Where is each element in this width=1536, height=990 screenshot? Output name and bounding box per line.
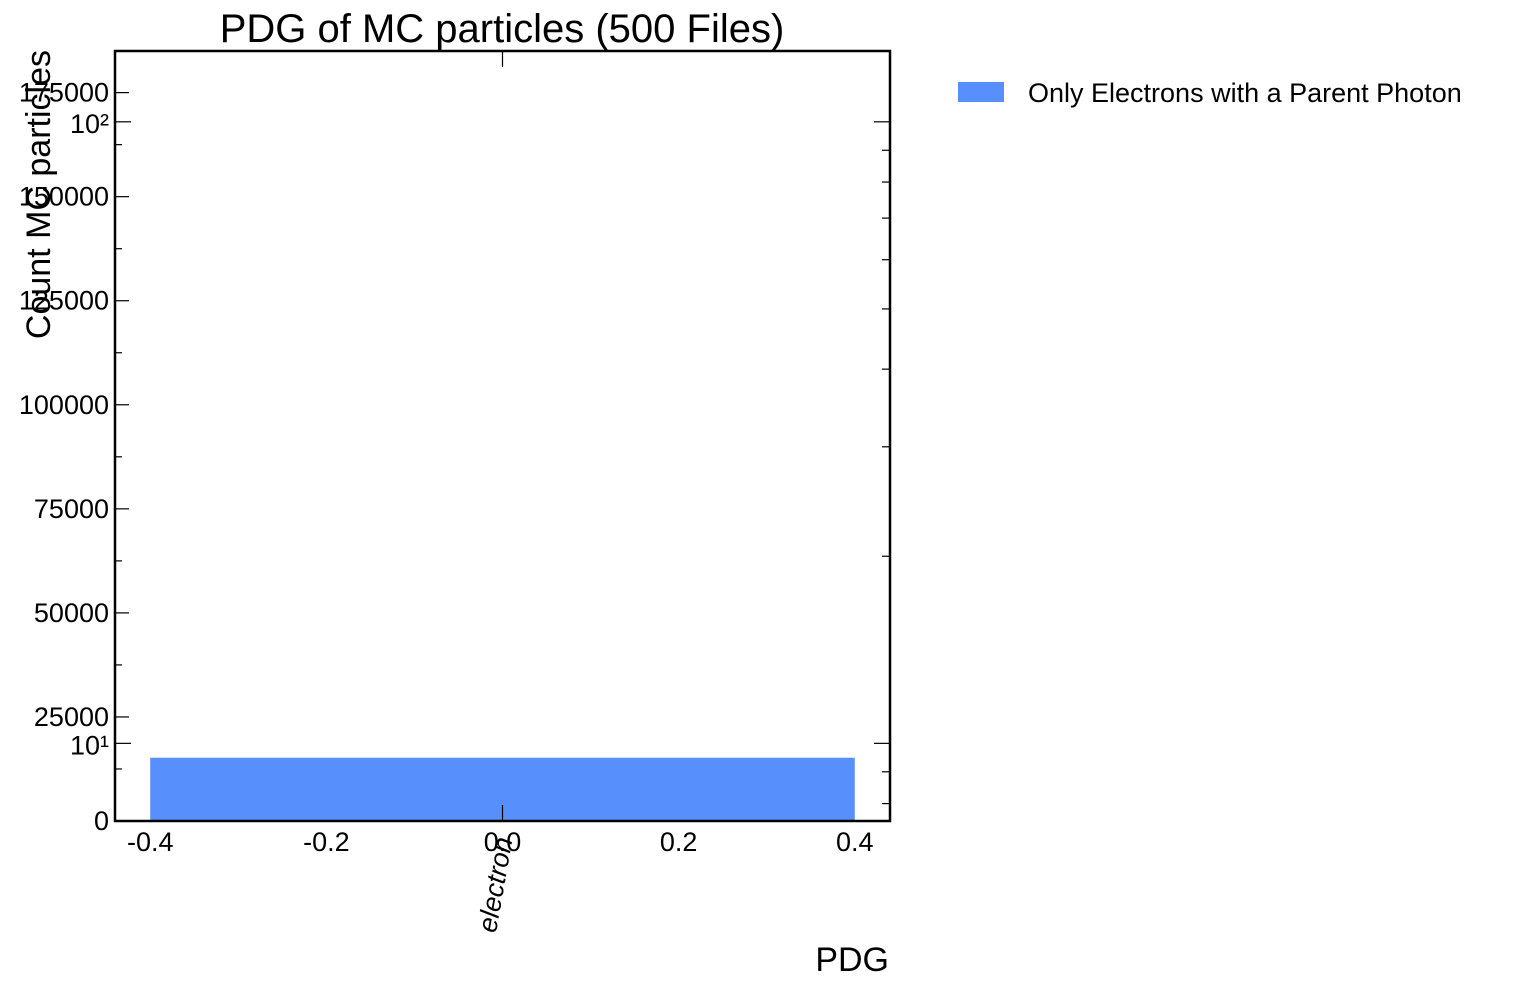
x-tick-label: -0.2 [303, 827, 350, 857]
chart-title: PDG of MC particles (500 Files) [220, 7, 785, 51]
x-tick-label: -0.4 [127, 827, 174, 857]
y-tick-label: 175000 [19, 78, 109, 108]
legend: Only Electrons with a Parent Photon [958, 78, 1462, 108]
y-tick-label: 100000 [19, 390, 109, 420]
y-tick-label: 125000 [19, 286, 109, 316]
log-tick-label: 10¹ [70, 730, 109, 760]
y-tick-label: 25000 [34, 702, 109, 732]
y-tick-label: 50000 [34, 598, 109, 628]
category-label-electron: electron [472, 835, 518, 935]
y-tick-label: 150000 [19, 182, 109, 212]
x-tick-label: 0.2 [660, 827, 698, 857]
y-tick-label: 75000 [34, 494, 109, 524]
legend-swatch [958, 82, 1004, 102]
ticks-layer [115, 51, 890, 822]
y-tick-label: 0 [94, 806, 109, 836]
y-axis-label: Count MC particles [20, 50, 58, 339]
plot-frame [113, 49, 892, 823]
legend-label: Only Electrons with a Parent Photon [1028, 78, 1462, 108]
log-tick-label: 10² [70, 109, 109, 139]
labels-layer: 0 25000 50000 75000 100000 125000 150000 175000… [19, 78, 874, 935]
x-tick-label: 0.4 [836, 827, 874, 857]
x-axis-label: PDG [815, 941, 889, 979]
x-tick-label: 0.0 [484, 827, 522, 857]
